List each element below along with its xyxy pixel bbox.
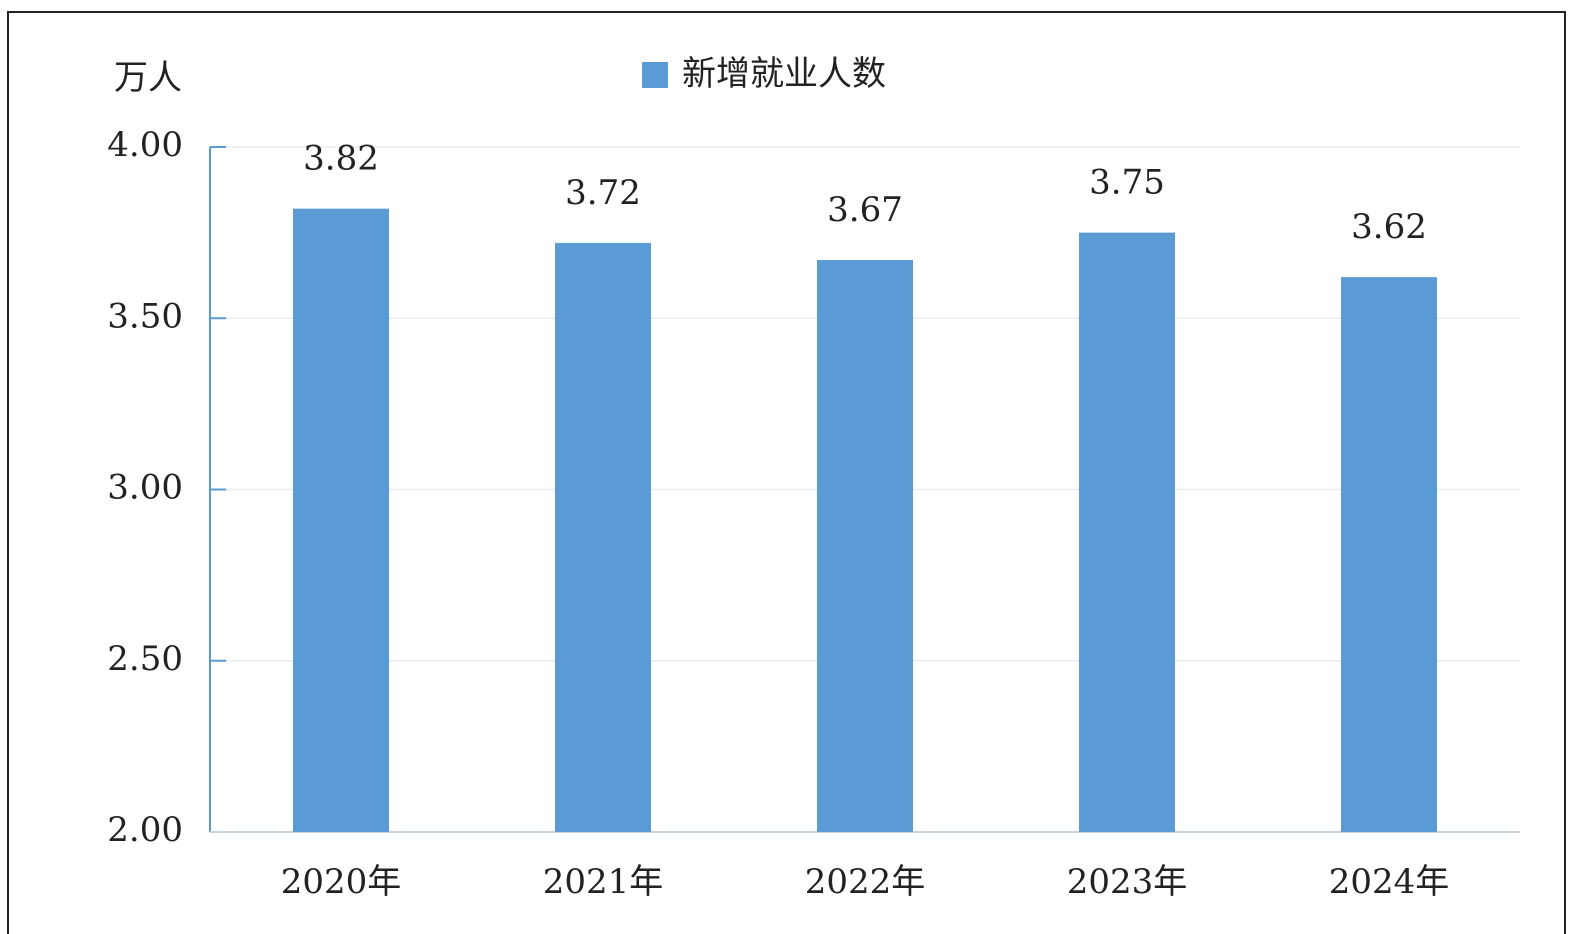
y-tick-label: 4.00 bbox=[107, 125, 183, 165]
frame bbox=[7, 11, 1566, 934]
y-axis-label: 万人 bbox=[114, 58, 182, 98]
x-tick-label: 2022年 bbox=[805, 862, 926, 902]
y-tick-label: 3.50 bbox=[107, 296, 183, 336]
bar bbox=[1341, 277, 1437, 832]
value-label: 3.67 bbox=[827, 190, 903, 230]
value-label: 3.82 bbox=[303, 139, 379, 179]
bar bbox=[1079, 232, 1175, 832]
y-tick-label: 3.00 bbox=[107, 468, 183, 508]
value-label: 3.75 bbox=[1089, 163, 1165, 203]
x-tick-label: 2021年 bbox=[543, 862, 664, 902]
legend-label: 新增就业人数 bbox=[682, 54, 886, 94]
value-label: 3.72 bbox=[565, 173, 641, 213]
x-tick-label: 2024年 bbox=[1329, 862, 1450, 902]
y-tick-label: 2.50 bbox=[107, 639, 183, 679]
bar bbox=[293, 208, 389, 832]
bar bbox=[555, 242, 651, 832]
value-label: 3.62 bbox=[1351, 207, 1427, 247]
bar bbox=[817, 260, 913, 832]
x-tick-label: 2023年 bbox=[1067, 862, 1188, 902]
x-tick-label: 2020年 bbox=[281, 862, 402, 902]
legend-swatch bbox=[642, 62, 668, 88]
y-tick-label: 2.00 bbox=[107, 810, 183, 850]
